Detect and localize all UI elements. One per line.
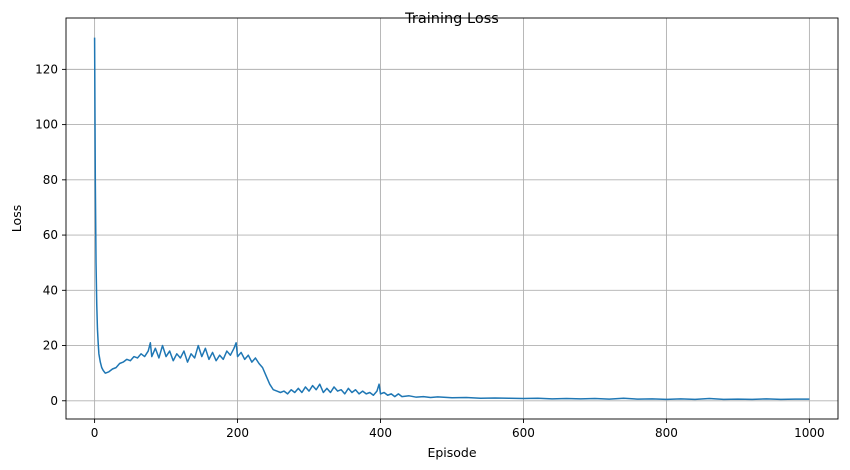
y-axis: 0 20 40 60 80 100 120: [35, 62, 66, 408]
y-tick-label: 100: [35, 118, 58, 132]
x-tick-label: 800: [655, 426, 678, 440]
y-tick-label: 120: [35, 62, 58, 76]
x-tick-label: 1000: [794, 426, 825, 440]
x-tick-label: 200: [226, 426, 249, 440]
y-tick-label: 80: [43, 173, 58, 187]
x-axis-label: Episode: [427, 445, 476, 460]
series-layer: [93, 37, 810, 401]
grid: [66, 18, 838, 419]
chart-title: Training Loss: [404, 11, 499, 27]
y-tick-label: 60: [43, 228, 58, 242]
x-tick-label: 600: [512, 426, 535, 440]
y-tick-label: 40: [43, 283, 58, 297]
x-tick-label: 400: [369, 426, 392, 440]
plot-frame: [65, 17, 839, 420]
y-axis-label: Loss: [9, 205, 24, 232]
x-axis: 0 200 400 600 800 1000: [91, 419, 825, 440]
y-tick-label: 0: [50, 394, 58, 408]
loss-line: [93, 37, 810, 401]
y-tick-label: 20: [43, 339, 58, 353]
x-tick-label: 0: [91, 426, 99, 440]
